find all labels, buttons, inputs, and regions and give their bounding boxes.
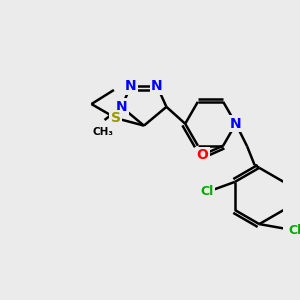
Text: Cl: Cl: [288, 224, 300, 237]
Text: N: N: [230, 117, 242, 131]
Text: S: S: [111, 111, 121, 125]
Text: N: N: [151, 79, 163, 93]
Text: N: N: [125, 79, 136, 93]
Text: N: N: [116, 100, 127, 114]
Text: O: O: [196, 148, 208, 162]
Text: Cl: Cl: [200, 185, 213, 198]
Text: CH₃: CH₃: [92, 127, 113, 136]
